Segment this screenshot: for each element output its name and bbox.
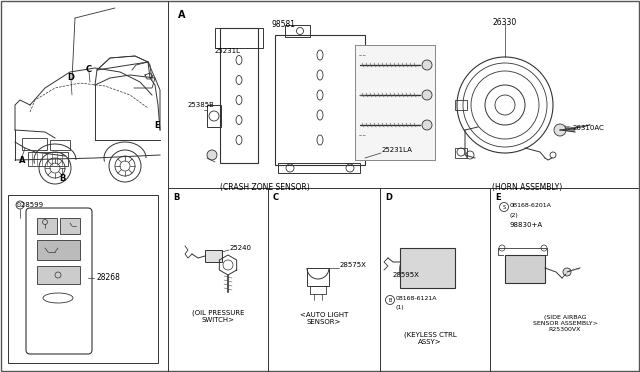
Text: (OIL PRESSURE
SWITCH>: (OIL PRESSURE SWITCH> [192, 310, 244, 324]
Bar [278, 163, 360, 173]
Bar [37, 266, 80, 284]
Bar [215, 28, 263, 48]
Bar [207, 105, 221, 127]
Text: S: S [502, 205, 506, 209]
Bar [28, 152, 68, 166]
Text: 25385B: 25385B [188, 102, 215, 108]
Text: 0B168-6201A: 0B168-6201A [510, 202, 552, 208]
Text: E: E [495, 193, 500, 202]
Text: ⊙28599: ⊙28599 [15, 202, 43, 208]
Bar [60, 218, 80, 234]
Text: B: B [388, 298, 392, 302]
Bar [22, 138, 47, 150]
Text: <AUTO LIGHT
SENSOR>: <AUTO LIGHT SENSOR> [300, 312, 348, 325]
Bar [8, 195, 158, 363]
Bar [355, 45, 435, 160]
Bar [455, 148, 467, 158]
Bar [220, 28, 258, 163]
Text: 08168-6121A: 08168-6121A [396, 295, 438, 301]
Text: D: D [385, 193, 392, 202]
Bar [285, 25, 310, 37]
Text: (1): (1) [396, 305, 404, 311]
Text: 98830+A: 98830+A [510, 222, 543, 228]
Text: 25231L: 25231L [215, 48, 241, 54]
Text: 26330: 26330 [493, 18, 517, 27]
Text: (CRASH ZONE SENSOR): (CRASH ZONE SENSOR) [220, 183, 310, 192]
Bar [310, 286, 326, 294]
Bar [455, 100, 467, 110]
Text: (KEYLESS CTRL
ASSY>: (KEYLESS CTRL ASSY> [404, 332, 456, 346]
Text: (HORN ASSEMBLY): (HORN ASSEMBLY) [492, 183, 562, 192]
Circle shape [554, 124, 566, 136]
Bar [50, 140, 70, 150]
Circle shape [422, 90, 432, 100]
Bar [37, 240, 80, 260]
Bar [37, 218, 57, 234]
Bar [400, 248, 455, 288]
Text: 28575X: 28575X [340, 262, 367, 268]
Text: 26310AC: 26310AC [573, 125, 605, 131]
Circle shape [207, 150, 217, 160]
Text: (SIDE AIRBAG
SENSOR ASSEMBLY>
R25300VX: (SIDE AIRBAG SENSOR ASSEMBLY> R25300VX [532, 315, 597, 331]
Circle shape [563, 268, 571, 276]
Text: B: B [59, 173, 65, 183]
Bar [505, 255, 545, 283]
Text: A: A [19, 155, 25, 164]
Text: (2): (2) [510, 212, 519, 218]
Text: B: B [173, 193, 179, 202]
Bar [355, 45, 435, 160]
FancyBboxPatch shape [26, 208, 92, 354]
Text: D: D [67, 73, 74, 81]
Bar [275, 35, 365, 165]
Text: C: C [86, 64, 92, 74]
Text: 28268: 28268 [96, 273, 120, 282]
Circle shape [422, 60, 432, 70]
Circle shape [422, 120, 432, 130]
Text: 25231LA: 25231LA [382, 147, 413, 153]
Text: 25240: 25240 [230, 245, 252, 251]
Text: A: A [178, 10, 186, 20]
Bar [205, 250, 222, 262]
Text: 28595X: 28595X [393, 272, 420, 278]
Text: C: C [273, 193, 279, 202]
Text: E: E [154, 121, 160, 129]
Bar [307, 268, 329, 286]
Text: 98581: 98581 [272, 20, 296, 29]
